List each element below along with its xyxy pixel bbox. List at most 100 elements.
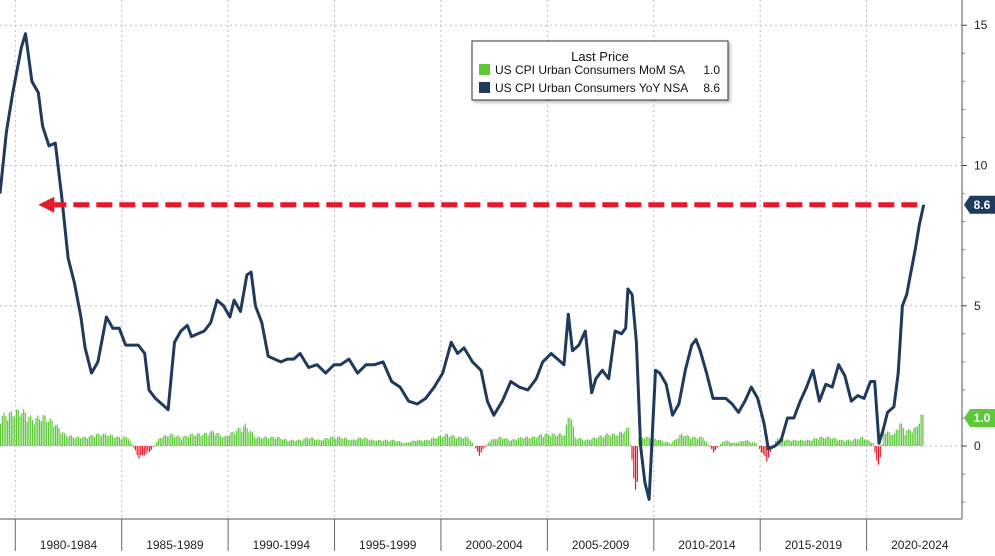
- mom-bar: [533, 436, 536, 447]
- mom-bar: [136, 446, 138, 456]
- mom-bar: [592, 437, 594, 447]
- mom-bar: [450, 435, 452, 447]
- mom-bar: [588, 439, 591, 447]
- mom-bar: [507, 438, 509, 447]
- x-tick-label: 2005-2009: [572, 538, 630, 551]
- mom-bar: [216, 432, 218, 447]
- mom-bar: [634, 446, 637, 490]
- last-value-tag: 8.6: [964, 195, 995, 214]
- mom-bar: [872, 443, 874, 447]
- mom-bar: [345, 438, 348, 447]
- mom-bar: [477, 446, 479, 452]
- mom-bar: [423, 440, 426, 447]
- mom-bar: [3, 412, 5, 447]
- legend-swatch: [479, 64, 490, 75]
- mom-bar: [730, 442, 732, 447]
- mom-bar: [867, 439, 869, 447]
- mom-bar: [182, 436, 184, 447]
- mom-bar: [608, 434, 610, 447]
- mom-bar: [297, 439, 300, 447]
- mom-bar: [728, 441, 731, 447]
- mom-bar: [546, 433, 548, 447]
- mom-bar: [443, 435, 445, 447]
- mom-bar: [767, 446, 770, 458]
- mom-bar: [922, 414, 924, 447]
- mom-bar: [494, 439, 497, 447]
- mom-bar: [33, 424, 35, 447]
- mom-bar: [315, 439, 317, 447]
- mom-bar: [400, 442, 403, 447]
- mom-bar: [613, 433, 615, 447]
- mom-bar: [858, 439, 860, 447]
- mom-bar: [129, 440, 131, 447]
- mom-bar: [853, 439, 855, 447]
- last-value-tag: 1.0: [964, 409, 995, 428]
- mom-bar: [47, 421, 50, 447]
- mom-bar: [92, 435, 94, 447]
- mom-bar: [40, 421, 42, 447]
- mom-bar: [7, 420, 9, 447]
- mom-bar: [351, 439, 353, 447]
- mom-bar: [883, 432, 885, 447]
- mom-bar: [881, 443, 883, 447]
- y-tick-label: 0: [974, 439, 981, 453]
- mom-bar: [352, 439, 355, 447]
- mom-bar: [287, 440, 289, 447]
- mom-bar: [812, 439, 814, 447]
- mom-bar: [239, 428, 241, 447]
- mom-bar: [72, 437, 74, 447]
- x-tick-label: 1995-1999: [359, 538, 417, 551]
- mom-bar: [186, 436, 188, 447]
- mom-bar: [86, 438, 89, 447]
- mom-bar: [861, 436, 864, 447]
- x-tick-label: 2020-2024: [891, 538, 949, 551]
- mom-bar: [475, 446, 477, 449]
- mom-bar: [681, 433, 683, 447]
- mom-bar: [837, 440, 839, 447]
- mom-bar: [579, 438, 582, 447]
- mom-bar: [516, 440, 518, 447]
- mom-bar: [849, 440, 851, 447]
- mom-bar: [819, 436, 821, 447]
- mom-bar: [622, 433, 624, 447]
- mom-bar: [430, 438, 433, 447]
- mom-bar: [700, 436, 702, 447]
- mom-bar: [553, 433, 555, 447]
- mom-bar: [711, 446, 713, 450]
- mom-bar: [253, 436, 255, 447]
- mom-bar: [333, 437, 335, 447]
- mom-bar: [335, 439, 337, 447]
- mom-bar: [271, 436, 273, 447]
- mom-bar: [324, 438, 326, 447]
- mom-bar: [535, 437, 537, 447]
- mom-bar: [124, 436, 126, 447]
- mom-bar: [741, 440, 743, 447]
- mom-bar: [429, 440, 431, 447]
- mom-bar: [540, 434, 543, 447]
- mom-bar: [321, 440, 323, 447]
- mom-bar: [698, 436, 700, 447]
- mom-bar: [205, 432, 207, 447]
- mom-bar: [381, 441, 383, 447]
- mom-bar: [918, 423, 920, 447]
- mom-bar: [23, 409, 25, 447]
- mom-bar: [482, 446, 484, 450]
- mom-bar: [587, 439, 589, 447]
- mom-bar: [319, 439, 321, 447]
- mom-bar: [798, 440, 800, 447]
- mom-bar: [799, 439, 802, 447]
- mom-bar: [532, 436, 534, 447]
- mom-bar: [282, 439, 284, 447]
- mom-bar: [597, 437, 599, 447]
- mom-bar: [865, 439, 867, 447]
- mom-bar: [415, 441, 417, 447]
- mom-bar: [113, 437, 115, 447]
- legend-swatch: [479, 82, 490, 93]
- mom-bar: [90, 434, 92, 447]
- mom-bar: [720, 443, 722, 447]
- mom-bar: [266, 436, 268, 447]
- mom-bar: [227, 436, 229, 447]
- mom-bar: [102, 433, 105, 447]
- mom-bar: [618, 432, 621, 447]
